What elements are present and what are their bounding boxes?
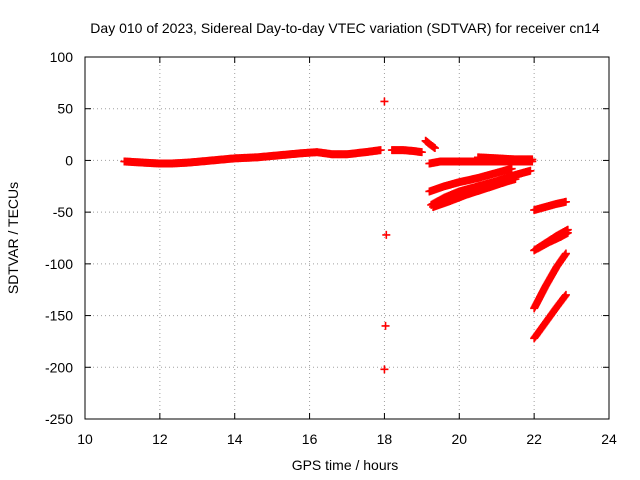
x-axis-label: GPS time / hours	[292, 457, 399, 473]
x-tick-label: 18	[377, 431, 393, 447]
data-point	[561, 197, 570, 206]
y-axis: 100 50 0 -50 -100 -150 -200 -250	[45, 49, 609, 427]
data-point	[511, 175, 520, 184]
y-tick-label: -50	[53, 204, 73, 220]
grid-lines	[85, 57, 609, 419]
series-band-main	[120, 146, 385, 168]
series-band-after-18	[387, 146, 426, 157]
x-tick-label: 12	[152, 431, 168, 447]
data-point	[528, 155, 537, 164]
data-point	[380, 97, 389, 106]
series-arc-22-c	[533, 228, 572, 253]
series-arc-22-a	[530, 197, 570, 215]
y-tick-label: -200	[45, 359, 73, 375]
x-axis: 10 12 14 16 18 20 22 24	[77, 57, 617, 447]
y-tick-label: 0	[65, 152, 73, 168]
data-point	[430, 144, 439, 153]
data-points	[120, 97, 572, 374]
x-tick-label: 14	[227, 431, 243, 447]
y-tick-label: -150	[45, 308, 73, 324]
series-arc-19.3-21.5	[429, 175, 520, 211]
series-band-20.5-22-upper	[474, 153, 537, 164]
chart-title: Day 010 of 2023, Sidereal Day-to-day VTE…	[90, 20, 600, 36]
series-arc-19-upper	[421, 136, 439, 153]
x-tick-label: 24	[601, 431, 617, 447]
y-tick-label: -100	[45, 256, 73, 272]
series-outliers-18	[380, 97, 391, 374]
data-point	[376, 146, 385, 155]
y-tick-label: -250	[45, 411, 73, 427]
x-tick-label: 20	[451, 431, 467, 447]
data-point	[380, 365, 389, 374]
x-tick-label: 16	[302, 431, 318, 447]
data-point	[561, 249, 570, 258]
data-point	[561, 290, 570, 299]
data-point	[526, 166, 535, 175]
y-tick-label: 100	[50, 49, 74, 65]
y-axis-label: SDTVAR / TECUs	[5, 182, 21, 294]
x-tick-label: 22	[526, 431, 542, 447]
data-point	[563, 228, 572, 237]
y-tick-label: 50	[57, 101, 73, 117]
series-arc-22-d	[530, 249, 570, 313]
data-point	[382, 230, 391, 239]
series-arc-22-e	[530, 290, 570, 343]
plot-frame	[84, 56, 610, 420]
series-arc-19.2-21.4	[425, 164, 516, 196]
data-point	[381, 321, 390, 330]
data-point	[507, 164, 516, 173]
x-tick-label: 10	[77, 431, 93, 447]
data-point	[417, 148, 426, 157]
